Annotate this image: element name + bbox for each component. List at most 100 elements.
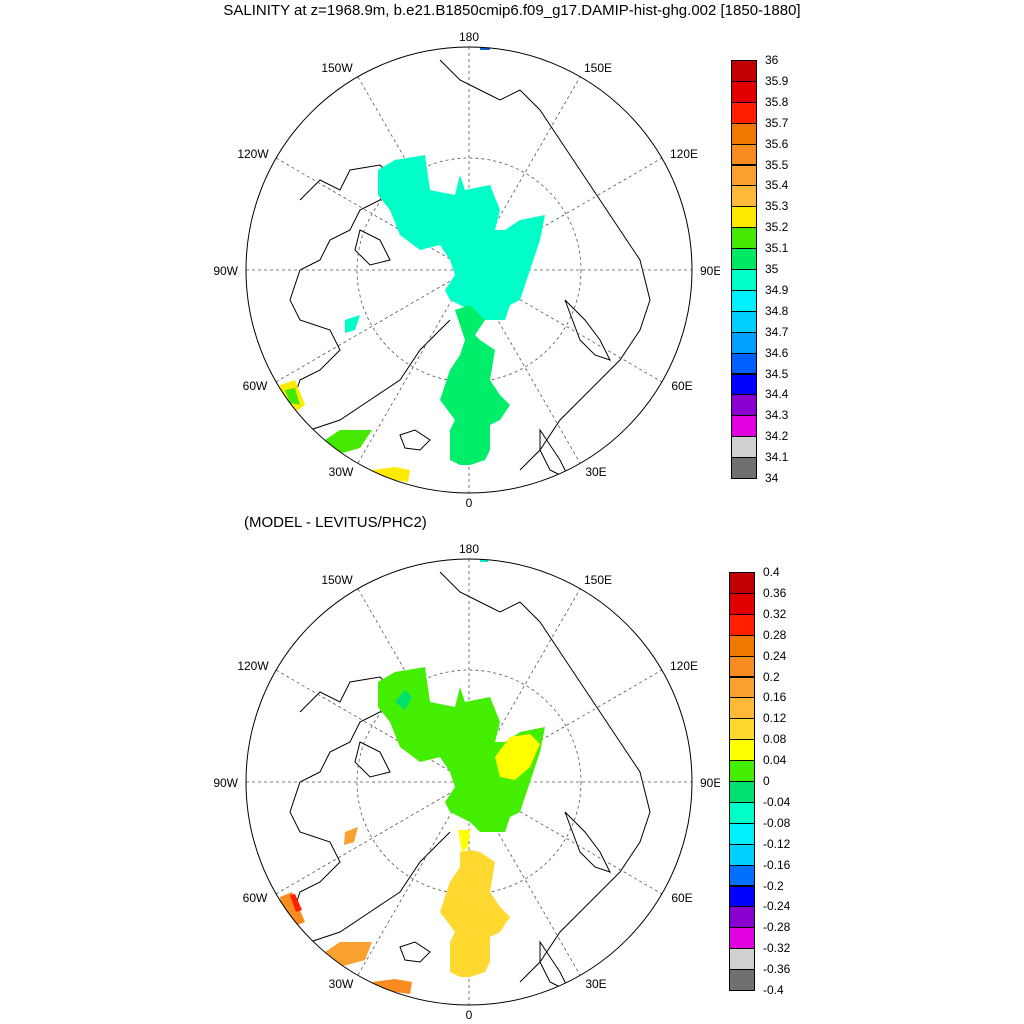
colorbar-swatch (729, 822, 755, 845)
map-fields (246, 559, 692, 1005)
colorbar-tick-label: 0.4 (763, 565, 780, 579)
lon-label-150w: 150W (321, 61, 353, 75)
colorbar-tick-label: 35.9 (765, 73, 789, 88)
salinity-patch-yellow-sw (372, 467, 410, 482)
anomaly-patch-yellow-ne (495, 734, 540, 780)
anomaly-patch-orange-small (344, 827, 358, 845)
colorbar-swatch (731, 122, 757, 145)
salinity-patch-green-w (285, 388, 300, 405)
colorbar-swatch (729, 948, 755, 971)
anomaly-patch-orange-w (280, 892, 305, 926)
colorbar-swatch (731, 185, 757, 208)
colorbar-swatch (731, 289, 757, 312)
colorbar-tick-label: 0 (763, 774, 770, 788)
salinity-polar-map: 180 0 90W 90E 150W 150E 120W 120E 60W 60… (213, 30, 720, 510)
colorbar-swatch (731, 352, 757, 375)
salinity-patch-green (440, 305, 510, 465)
colorbar-swatch (731, 436, 757, 459)
colorbar-swatch (731, 206, 757, 229)
colorbar-swatch (729, 969, 755, 991)
anomaly-patch-gold (440, 850, 510, 977)
colorbar-swatch (731, 248, 757, 270)
colorbar-tick-label: 35.5 (765, 157, 789, 172)
anomaly-patch-green-dark (395, 690, 412, 710)
lon-label-30w: 30W (329, 977, 354, 991)
colorbar-swatch (729, 655, 755, 678)
lon-label-120w: 120W (237, 659, 269, 673)
colorbar-swatch (729, 613, 755, 636)
colorbar-swatch (729, 843, 755, 866)
colorbar-tick-label: 0.04 (763, 753, 787, 768)
colorbar-tick-label: -0.24 (763, 899, 791, 914)
anomaly-patch-red-w (290, 894, 302, 912)
difference-polar-map: 180 0 90W 90E 150W 150E 120W 120E 60W 60… (213, 542, 720, 1022)
colorbar-swatch (729, 739, 755, 762)
colorbar-tick-label: 34.5 (765, 366, 789, 381)
lon-label-120w: 120W (237, 147, 269, 161)
colorbar-tick-label: 35.2 (765, 220, 789, 235)
lon-label-60w: 60W (243, 891, 268, 905)
colorbar-tick-label: 34.2 (765, 429, 789, 444)
lon-label-60e: 60E (671, 379, 692, 393)
colorbar-swatch (731, 227, 757, 250)
map-boundary (245, 46, 693, 494)
colorbar-swatch (731, 310, 757, 333)
colorbar-swatch (729, 592, 755, 615)
lon-label-150e: 150E (584, 573, 612, 587)
colorbar-tick-label: 0.36 (763, 585, 787, 600)
difference-subtitle: (MODEL - LEVITUS/PHC2) (244, 514, 427, 531)
colorbar-tick-label: 34.8 (765, 303, 789, 318)
colorbar-tick-label: 34 (765, 471, 779, 485)
colorbar-swatch (729, 572, 755, 594)
difference-colorbar: 0.4 0.36 0.32 0.28 0.24 0.2 0.16 0.12 0.08 0.04 0 -… (729, 566, 829, 1002)
lon-label-30e: 30E (585, 465, 606, 479)
lon-label-90e: 90E (700, 264, 720, 278)
lon-label-90w: 90W (213, 264, 238, 278)
lon-label-120e: 120E (670, 147, 698, 161)
colorbar-tick-label: 34.3 (765, 408, 789, 423)
colorbar-swatch (731, 164, 757, 187)
anomaly-patch-green (378, 667, 545, 832)
lon-label-0: 0 (466, 496, 473, 510)
colorbar-swatch (729, 885, 755, 908)
colorbar-swatch (729, 927, 755, 950)
lon-label-60w: 60W (243, 379, 268, 393)
anomaly-patch-orange-sw (325, 942, 372, 967)
lon-label-90w: 90W (213, 776, 238, 790)
colorbar-swatch (731, 60, 757, 82)
lon-label-60e: 60E (671, 891, 692, 905)
colorbar-swatch (731, 269, 757, 291)
colorbar-tick-label: 35 (765, 262, 779, 276)
colorbar-swatch (731, 415, 757, 438)
colorbar-swatch (731, 457, 757, 479)
salinity-patch-cyan (378, 155, 545, 320)
colorbar-tick-label: 0.2 (763, 669, 780, 684)
colorbar-tick-label: 34.7 (765, 324, 789, 339)
colorbar-swatch (729, 634, 755, 657)
colorbar-swatch (731, 101, 757, 124)
colorbar-swatch (729, 697, 755, 720)
colorbar-tick-label: 0.16 (763, 690, 787, 705)
colorbar-tick-label: 35.6 (765, 136, 789, 151)
colorbar-tick-label: 35.8 (765, 94, 789, 109)
colorbar-tick-label: 35.3 (765, 199, 789, 214)
colorbar-tick-label: -0.08 (763, 815, 791, 830)
salinity-colorbar: 36 35.9 35.8 35.7 35.6 35.5 35.4 35.3 35.2 35.1 35… (731, 54, 831, 490)
colorbar-swatch (729, 718, 755, 741)
colorbar-swatch (729, 676, 755, 699)
colorbar-tick-label: -0.12 (763, 836, 791, 851)
colorbar-swatch (729, 906, 755, 929)
anomaly-patch-cyan-top (480, 559, 488, 562)
colorbar-tick-label: 0.08 (763, 732, 787, 747)
colorbar-tick-label: 0.28 (763, 627, 787, 642)
lon-label-150w: 150W (321, 573, 353, 587)
map-fields (246, 47, 692, 493)
colorbar-swatch (729, 781, 755, 803)
colorbar-tick-label: 0.32 (763, 606, 787, 621)
map-boundary (245, 558, 693, 1006)
colorbar-tick-label: 35.4 (765, 178, 789, 193)
anomaly-patch-yellow-mid (458, 830, 470, 852)
colorbar-swatch (729, 801, 755, 824)
colorbar-tick-label: 36 (765, 53, 779, 67)
colorbar-swatch (731, 80, 757, 103)
